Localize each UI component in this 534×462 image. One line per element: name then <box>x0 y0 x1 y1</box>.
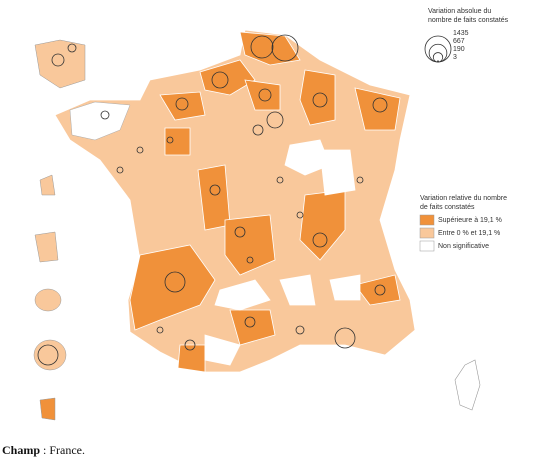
white-departments <box>204 139 361 366</box>
size-legend-value: 3 <box>453 54 457 61</box>
legend: Variation absolue du nombre de faits cons… <box>419 8 509 252</box>
size-legend-title: nombre de faits constatés <box>428 17 509 24</box>
map: Variation absolue du nombre de faits cons… <box>33 8 509 421</box>
scope-note: Champ : France. <box>2 443 85 458</box>
size-legend-circle <box>437 60 439 63</box>
color-legend-label: Entre 0 % et 19,1 % <box>438 230 500 237</box>
department-circles <box>100 34 388 351</box>
size-legend-value: 667 <box>453 38 465 45</box>
mainland <box>54 29 481 411</box>
bretagne-white <box>69 101 131 141</box>
color-legend-label: Supérieure à 19,1 % <box>438 217 502 224</box>
size-legend-circle <box>428 43 448 63</box>
size-legend-value: 190 <box>453 46 465 53</box>
color-legend-title: Variation relative du nombre <box>420 195 507 202</box>
color-legend-swatch <box>419 214 435 226</box>
color-legend-label: Non significative <box>438 243 489 250</box>
color-legend-swatch <box>419 227 435 239</box>
color-legend-swatch <box>419 240 435 252</box>
size-legend-title: Variation absolue du <box>428 8 491 15</box>
overseas <box>33 39 86 421</box>
scope-text: : France. <box>43 443 85 457</box>
corse <box>454 359 481 411</box>
scope-label: Champ <box>2 443 41 457</box>
size-legend-value: 1435 <box>453 30 469 37</box>
size-legend-circle <box>424 35 452 63</box>
color-legend-title: de faits constatés <box>420 204 475 211</box>
orange-departments <box>129 31 401 373</box>
